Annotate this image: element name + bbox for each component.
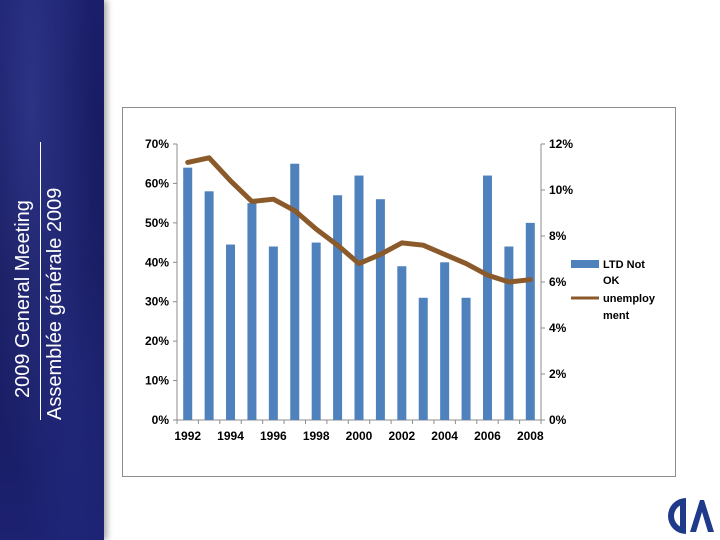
bar-ltd-not-ok <box>333 195 343 420</box>
x-tick-label: 2004 <box>431 429 458 443</box>
y-right-tick-label: 10% <box>549 183 573 197</box>
cia-logo <box>668 498 714 534</box>
sidebar: 2009 General Meeting Assemblée générale … <box>0 0 104 540</box>
y-right-tick-label: 12% <box>549 137 573 151</box>
y-left-tick-label: 30% <box>145 295 169 309</box>
x-tick-label: 2006 <box>474 429 501 443</box>
y-left-tick-label: 20% <box>145 334 169 348</box>
bar-ltd-not-ok <box>525 222 535 420</box>
bar-ltd-not-ok <box>290 163 300 420</box>
bar-ltd-not-ok <box>183 167 193 420</box>
x-tick-label: 2002 <box>388 429 415 443</box>
logo-c-shape <box>668 498 686 534</box>
bar-ltd-not-ok <box>440 262 450 420</box>
y-right-tick-label: 4% <box>549 321 567 335</box>
legend-label-bar: LTD Not <box>603 259 645 271</box>
bar-ltd-not-ok <box>311 242 321 420</box>
meeting-title-en: 2009 General Meeting <box>12 200 34 398</box>
logo-i-bar <box>680 502 686 532</box>
y-left-tick-label: 60% <box>145 176 169 190</box>
legend-label-bar: OK <box>603 275 620 287</box>
y-left-tick-label: 40% <box>145 255 169 269</box>
bar-ltd-not-ok <box>354 175 364 420</box>
logo-a-shape <box>690 500 714 532</box>
bar-ltd-not-ok <box>482 175 492 420</box>
legend-label-line: unemploy <box>603 293 656 305</box>
x-tick-label: 1996 <box>260 429 287 443</box>
x-tick-label: 2000 <box>346 429 373 443</box>
y-left-tick-label: 10% <box>145 374 169 388</box>
bar-ltd-not-ok <box>247 203 257 420</box>
y-right-tick-label: 6% <box>549 275 567 289</box>
x-tick-label: 1992 <box>174 429 201 443</box>
bar-ltd-not-ok <box>418 297 428 420</box>
combo-chart: 0% 10% 20% 30% 40% 50% 60% 70% 0% 2% 4% 6% 8% 10% 12% 1… <box>145 137 656 443</box>
y-left-tick-label: 50% <box>145 216 169 230</box>
x-tick-label: 1998 <box>303 429 330 443</box>
chart-frame: 0% 10% 20% 30% 40% 50% 60% 70% 0% 2% 4% 6% 8% 10% 12% 1… <box>122 107 676 477</box>
bar-ltd-not-ok <box>226 244 236 420</box>
x-tick-label: 2008 <box>517 429 544 443</box>
sidebar-divider <box>40 142 41 420</box>
y-left-tick-label: 70% <box>145 137 169 151</box>
y-right-tick-label: 0% <box>549 413 567 427</box>
line-unemployment <box>185 155 533 285</box>
y-right-tick-label: 8% <box>549 229 567 243</box>
y-left-tick-label: 0% <box>152 413 170 427</box>
bar-ltd-not-ok <box>504 246 514 420</box>
bar-ltd-not-ok <box>268 246 278 420</box>
legend-label-line: ment <box>603 310 630 322</box>
bar-ltd-not-ok <box>375 199 385 420</box>
bar-ltd-not-ok <box>461 297 471 420</box>
meeting-title-fr: Assemblée générale 2009 <box>44 187 66 420</box>
bar-ltd-not-ok <box>397 266 407 420</box>
x-tick-label: 1994 <box>217 429 244 443</box>
bar-ltd-not-ok <box>204 191 214 420</box>
legend-swatch-bar <box>571 260 599 268</box>
y-right-tick-label: 2% <box>549 367 567 381</box>
